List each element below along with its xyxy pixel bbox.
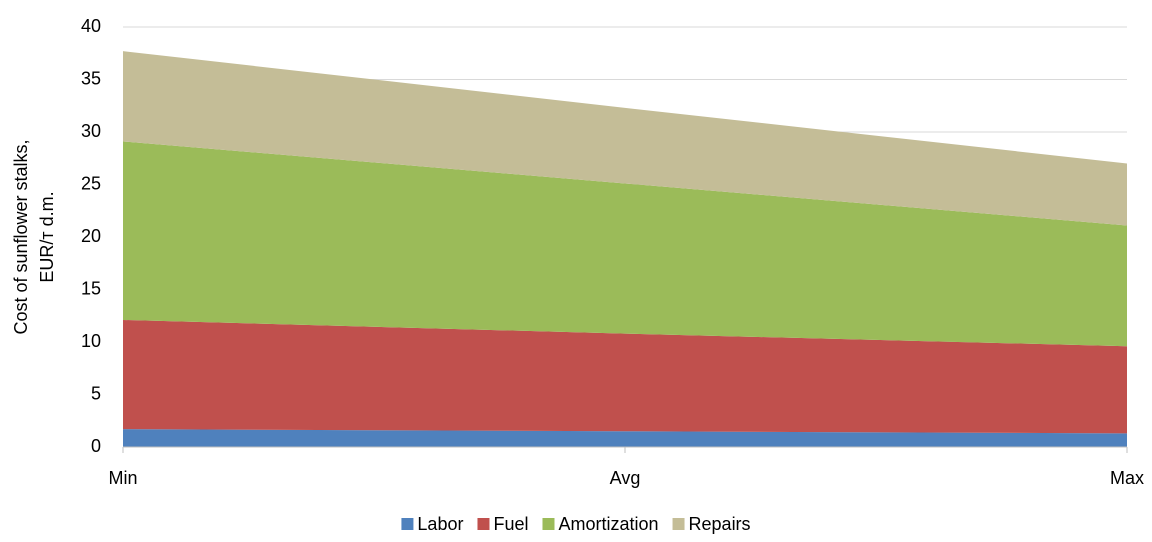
area <box>123 51 1127 226</box>
legend-label: Labor <box>417 514 463 534</box>
y-tick-label: 0 <box>91 436 101 456</box>
legend-swatch <box>477 518 490 530</box>
area <box>123 141 1127 347</box>
x-tick-label: Min <box>108 468 137 488</box>
y-tick-label: 25 <box>81 173 101 193</box>
legend-swatch <box>672 518 685 530</box>
y-tick-label: 15 <box>81 278 101 298</box>
legend-label: Repairs <box>689 514 751 534</box>
y-tick-label: 10 <box>81 331 101 351</box>
y-axis-title: Cost of sunflower stalks, <box>11 139 31 334</box>
y-axis-title: EUR/т d.m. <box>37 191 57 282</box>
area <box>123 319 1127 434</box>
y-tick-label: 35 <box>81 68 101 88</box>
legend-label: Amortization <box>558 514 658 534</box>
y-tick-label: 30 <box>81 121 101 141</box>
legend-swatch <box>542 518 555 530</box>
x-tick-label: Avg <box>610 468 641 488</box>
area <box>123 429 1127 447</box>
legend-label: Fuel <box>493 514 528 534</box>
y-tick-label: 40 <box>81 16 101 36</box>
y-tick-label: 20 <box>81 226 101 246</box>
y-tick-label: 5 <box>91 383 101 403</box>
legend-swatch <box>401 518 414 530</box>
x-tick-label: Max <box>1110 468 1144 488</box>
